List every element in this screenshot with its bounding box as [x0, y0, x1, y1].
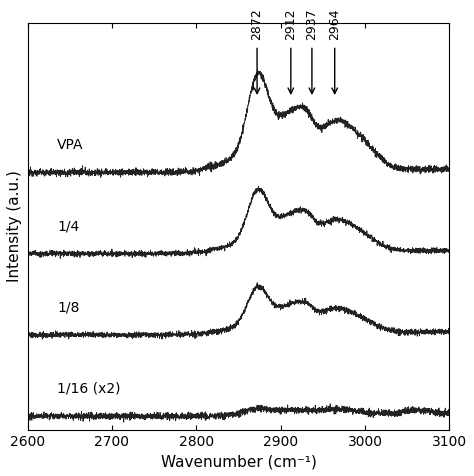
Text: VPA: VPA: [57, 138, 83, 152]
X-axis label: Wavenumber (cm⁻¹): Wavenumber (cm⁻¹): [161, 454, 317, 469]
Text: 2912: 2912: [284, 9, 297, 40]
Text: 1/4: 1/4: [57, 219, 79, 233]
Text: 1/8: 1/8: [57, 300, 80, 315]
Text: 2872: 2872: [251, 9, 264, 40]
Text: 2964: 2964: [328, 9, 341, 40]
Text: 1/16 (x2): 1/16 (x2): [57, 382, 120, 396]
Y-axis label: Intensity (a.u.): Intensity (a.u.): [7, 170, 22, 282]
Text: 2937: 2937: [305, 9, 319, 40]
